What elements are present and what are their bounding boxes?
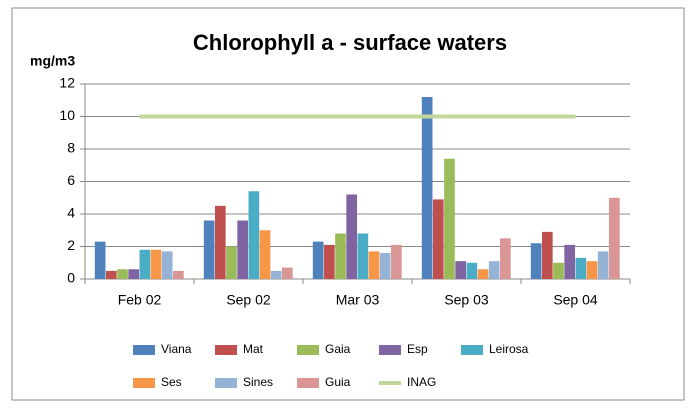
bar: [379, 253, 391, 279]
legend-label: Gaia: [325, 342, 351, 356]
bar: [432, 199, 444, 279]
y-tick-label: 4: [67, 205, 75, 221]
x-tick-label: Sep 02: [226, 292, 271, 308]
bar: [270, 270, 282, 279]
legend-label: Ses: [161, 375, 182, 389]
y-tick-label: 0: [67, 270, 75, 286]
bar: [455, 261, 466, 279]
bar: [226, 246, 237, 279]
bar: [248, 191, 260, 279]
bar: [128, 269, 139, 279]
legend-label: Sines: [243, 375, 273, 389]
bar: [444, 158, 455, 279]
legend-label: INAG: [407, 375, 436, 389]
bar: [237, 220, 248, 279]
x-tick-label: Sep 03: [444, 292, 489, 308]
legend-label: Esp: [407, 342, 428, 356]
bar: [203, 220, 215, 279]
bar: [553, 262, 564, 279]
legend-label: Leirosa: [489, 342, 529, 356]
bar: [117, 269, 128, 279]
y-tick-label: 10: [59, 107, 75, 123]
x-tick-label: Sep 04: [553, 292, 598, 308]
bar: [530, 243, 542, 279]
bar: [421, 97, 433, 279]
bar: [173, 270, 184, 279]
bar: [94, 241, 106, 279]
bar: [105, 270, 117, 279]
bar: [597, 251, 609, 279]
legend-swatch: [133, 345, 155, 355]
bar: [541, 231, 553, 279]
bar: [488, 261, 500, 279]
legend-swatch: [379, 345, 401, 355]
bar: [323, 244, 335, 279]
bar: [391, 244, 402, 279]
y-tick-label: 2: [67, 237, 75, 253]
bar: [150, 249, 162, 279]
x-tick-label: Mar 03: [336, 292, 380, 308]
legend-swatch: [297, 378, 319, 388]
legend-swatch: [297, 345, 319, 355]
bar: [214, 205, 226, 279]
bar: [259, 230, 271, 279]
bar: [466, 262, 478, 279]
legend-label: Viana: [161, 342, 192, 356]
bar: [312, 241, 324, 279]
x-tick-label: Feb 02: [118, 292, 162, 308]
y-axis-label: mg/m3: [30, 53, 75, 69]
legend-swatch: [215, 378, 237, 388]
y-tick-label: 6: [67, 172, 75, 188]
bar: [609, 197, 620, 279]
bar: [477, 269, 489, 279]
bar: [368, 251, 380, 279]
bar: [357, 233, 369, 279]
legend-label: Mat: [243, 342, 264, 356]
bar: [346, 194, 357, 279]
bar: [564, 244, 575, 279]
y-tick-label: 12: [59, 75, 75, 91]
legend-label: Guia: [325, 375, 351, 389]
legend-swatch: [133, 378, 155, 388]
bar: [586, 261, 598, 279]
legend-swatch: [461, 345, 483, 355]
bar: [335, 233, 346, 279]
bar: [282, 267, 293, 279]
bar: [500, 238, 511, 279]
bar: [139, 249, 151, 279]
y-tick-label: 8: [67, 140, 75, 156]
legend-swatch: [215, 345, 237, 355]
bar: [575, 257, 587, 279]
chart-title: Chlorophyll a - surface waters: [193, 30, 507, 55]
bar: [161, 251, 173, 279]
